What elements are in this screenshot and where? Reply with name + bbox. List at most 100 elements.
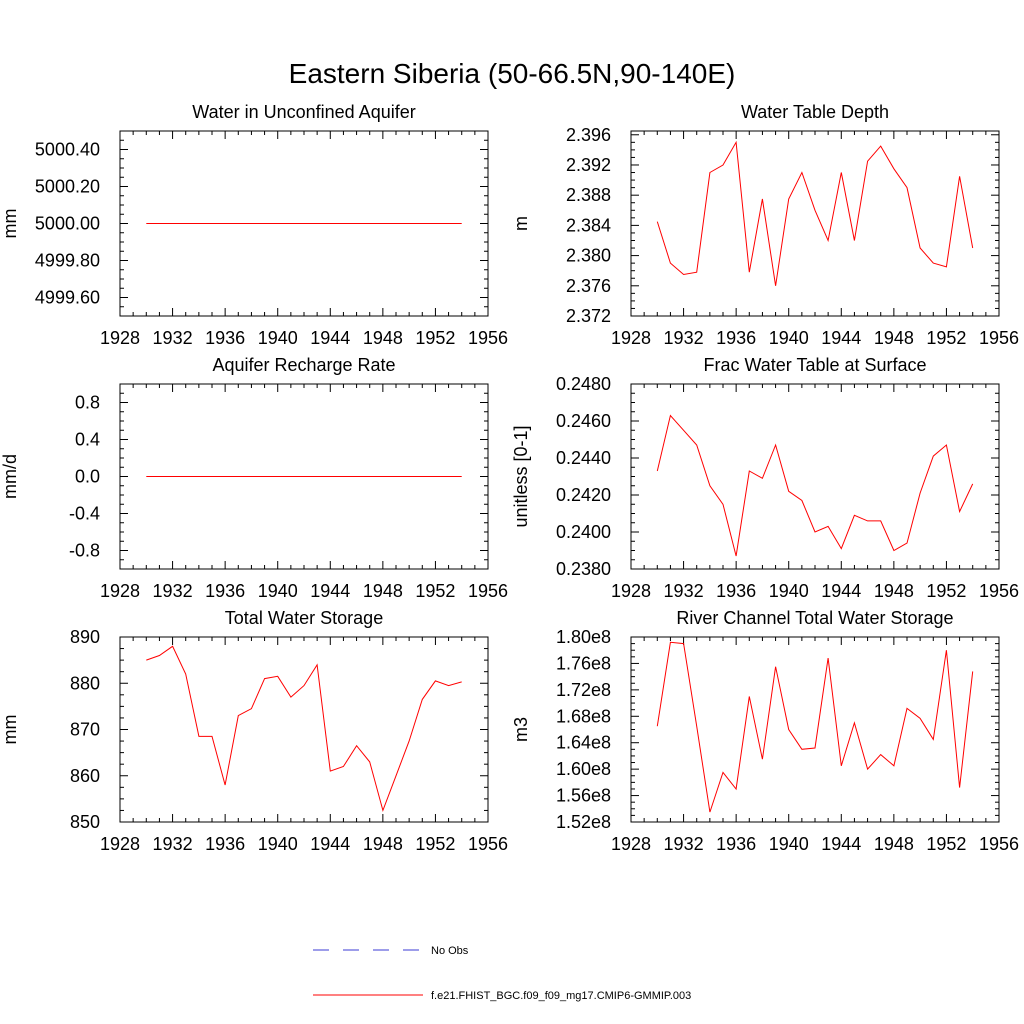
x-tick-label: 1940 bbox=[258, 834, 298, 854]
x-tick-label: 1936 bbox=[205, 834, 245, 854]
x-tick-label: 1944 bbox=[821, 581, 861, 601]
panel-title: Total Water Storage bbox=[225, 608, 383, 628]
x-tick-label: 1944 bbox=[821, 328, 861, 348]
x-tick-label: 1928 bbox=[100, 581, 140, 601]
y-tick-label: 2.384 bbox=[566, 215, 611, 235]
x-tick-label: 1952 bbox=[926, 581, 966, 601]
x-tick-label: 1952 bbox=[415, 834, 455, 854]
series-line-model bbox=[656, 641, 974, 813]
y-tick-label: 4999.80 bbox=[35, 251, 100, 271]
x-tick-label: 1952 bbox=[926, 328, 966, 348]
y-axis-label: m bbox=[511, 216, 531, 231]
panel-title: River Channel Total Water Storage bbox=[676, 608, 953, 628]
y-tick-label: 0.0 bbox=[75, 467, 100, 487]
x-tick-label: 1936 bbox=[716, 328, 756, 348]
y-tick-label: 2.396 bbox=[566, 125, 611, 145]
y-tick-label: 880 bbox=[70, 673, 100, 693]
y-tick-label: 0.2480 bbox=[556, 374, 611, 394]
panel-title: Frac Water Table at Surface bbox=[703, 355, 926, 375]
legend-model-label: f.e21.FHIST_BGC.f09_f09_mg17.CMIP6-GMMIP… bbox=[431, 990, 691, 1002]
x-tick-label: 1948 bbox=[363, 581, 403, 601]
figure-title: Eastern Siberia (50-66.5N,90-140E) bbox=[289, 58, 736, 89]
x-tick-label: 1936 bbox=[716, 834, 756, 854]
chart-panel-3: Aquifer Recharge Rate mm/d 1928 1932 1936 194… bbox=[0, 355, 508, 601]
x-tick-label: 1932 bbox=[153, 581, 193, 601]
y-tick-label: 2.388 bbox=[566, 185, 611, 205]
y-axis-label: mm bbox=[0, 209, 20, 239]
y-tick-label: 2.376 bbox=[566, 276, 611, 296]
x-tick-label: 1936 bbox=[205, 581, 245, 601]
y-tick-label: 0.2440 bbox=[556, 448, 611, 468]
y-tick-label: 2.380 bbox=[566, 246, 611, 266]
panel-title: Water Table Depth bbox=[741, 102, 889, 122]
y-axis-label: m3 bbox=[511, 717, 531, 742]
plot-frame bbox=[630, 130, 1000, 317]
y-tick-label: 1.80e8 bbox=[556, 627, 611, 647]
y-tick-label: -0.4 bbox=[69, 504, 100, 524]
x-tick-label: 1940 bbox=[258, 328, 298, 348]
y-tick-label: 2.392 bbox=[566, 155, 611, 175]
y-tick-label: 0.4 bbox=[75, 430, 100, 450]
x-tick-label: 1944 bbox=[821, 834, 861, 854]
plot-frame bbox=[119, 636, 489, 823]
x-tick-label: 1952 bbox=[415, 581, 455, 601]
x-tick-label: 1956 bbox=[979, 834, 1019, 854]
y-tick-label: 850 bbox=[70, 812, 100, 832]
y-axis-label: mm bbox=[0, 715, 20, 745]
chart-panel-2: Water Table Depth m 1928 1932 1936 1940 1944 19… bbox=[511, 102, 1019, 348]
x-tick-label: 1932 bbox=[664, 328, 704, 348]
x-tick-label: 1956 bbox=[468, 328, 508, 348]
x-tick-label: 1948 bbox=[874, 581, 914, 601]
x-tick-label: 1956 bbox=[979, 328, 1019, 348]
panel-title: Water in Unconfined Aquifer bbox=[192, 102, 415, 122]
x-tick-label: 1932 bbox=[153, 328, 193, 348]
y-tick-label: 0.2380 bbox=[556, 559, 611, 579]
y-tick-label: -0.8 bbox=[69, 541, 100, 561]
y-tick-label: 5000.20 bbox=[35, 177, 100, 197]
y-tick-label: 1.60e8 bbox=[556, 759, 611, 779]
series-line-model bbox=[656, 414, 974, 557]
series-line-model bbox=[146, 645, 462, 813]
y-tick-label: 870 bbox=[70, 720, 100, 740]
y-tick-label: 0.2420 bbox=[556, 485, 611, 505]
chart-panel-4: Frac Water Table at Surface unitless [0-1… bbox=[511, 355, 1019, 601]
chart-panels: Water in Unconfined Aquifer mm 1928 1932 193… bbox=[0, 102, 1019, 854]
x-tick-label: 1928 bbox=[611, 581, 651, 601]
y-tick-label: 0.2400 bbox=[556, 522, 611, 542]
x-tick-label: 1940 bbox=[769, 834, 809, 854]
y-tick-label: 5000.40 bbox=[35, 140, 100, 160]
legend: No Obs f.e21.FHIST_BGC.f09_f09_mg17.CMIP… bbox=[313, 945, 691, 1002]
x-tick-label: 1940 bbox=[769, 328, 809, 348]
x-tick-label: 1956 bbox=[979, 581, 1019, 601]
series-line-model bbox=[656, 140, 974, 286]
chart-panel-1: Water in Unconfined Aquifer mm 1928 1932 193… bbox=[0, 102, 508, 348]
x-tick-label: 1932 bbox=[664, 581, 704, 601]
x-tick-label: 1944 bbox=[310, 328, 350, 348]
y-tick-label: 2.372 bbox=[566, 306, 611, 326]
panel-title: Aquifer Recharge Rate bbox=[212, 355, 395, 375]
x-tick-label: 1952 bbox=[926, 834, 966, 854]
y-tick-label: 4999.60 bbox=[35, 288, 100, 308]
y-axis-label: mm/d bbox=[0, 454, 20, 499]
x-tick-label: 1948 bbox=[363, 328, 403, 348]
y-tick-label: 1.72e8 bbox=[556, 680, 611, 700]
x-tick-label: 1944 bbox=[310, 581, 350, 601]
y-tick-label: 0.8 bbox=[75, 393, 100, 413]
y-tick-label: 1.56e8 bbox=[556, 786, 611, 806]
y-tick-label: 1.52e8 bbox=[556, 812, 611, 832]
x-tick-label: 1956 bbox=[468, 581, 508, 601]
y-tick-label: 860 bbox=[70, 766, 100, 786]
x-tick-label: 1936 bbox=[716, 581, 756, 601]
y-tick-label: 1.76e8 bbox=[556, 653, 611, 673]
x-tick-label: 1952 bbox=[415, 328, 455, 348]
x-tick-label: 1932 bbox=[664, 834, 704, 854]
legend-obs-label: No Obs bbox=[431, 945, 469, 957]
x-tick-label: 1948 bbox=[874, 834, 914, 854]
x-tick-label: 1936 bbox=[205, 328, 245, 348]
x-tick-label: 1940 bbox=[769, 581, 809, 601]
x-tick-label: 1928 bbox=[611, 328, 651, 348]
y-axis-label: unitless [0-1] bbox=[511, 425, 531, 527]
x-tick-label: 1928 bbox=[100, 328, 140, 348]
